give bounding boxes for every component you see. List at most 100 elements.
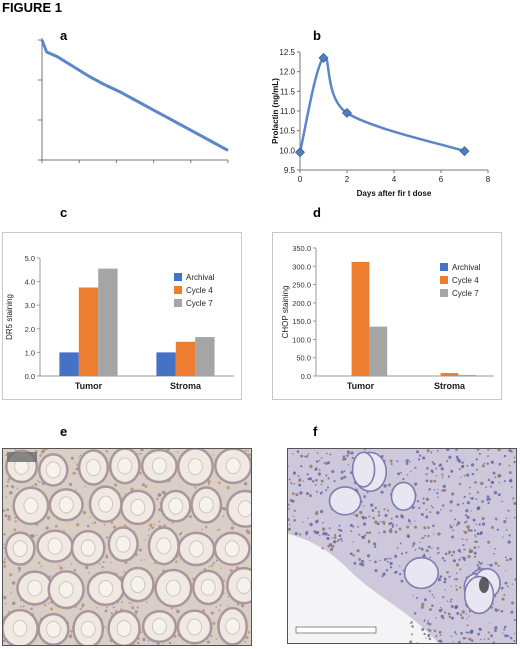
micrograph-f-nucleus xyxy=(383,484,387,488)
micrograph-f-nucleus xyxy=(507,509,510,512)
micrograph-e-crypt-lumen xyxy=(198,496,214,514)
micrograph-f-nucleus xyxy=(339,537,343,541)
micrograph-f-nucleus xyxy=(440,614,444,618)
micrograph-f-nucleus xyxy=(487,631,490,634)
micrograph-f-nucleus xyxy=(410,633,413,636)
micrograph-f-scale-bar xyxy=(295,626,377,634)
micrograph-e-speck xyxy=(75,488,77,490)
chart-c-bar-archival-tumor xyxy=(59,352,79,376)
micrograph-f-nucleus xyxy=(470,639,474,642)
micrograph-f-nucleus xyxy=(331,470,335,474)
micrograph-f-nucleus xyxy=(500,609,504,613)
micrograph-e-speck xyxy=(5,496,8,498)
micrograph-e-speck xyxy=(6,484,9,488)
chart-d-category-label: Tumor xyxy=(347,381,375,391)
micrograph-e-speck xyxy=(74,472,77,474)
micrograph-f-nucleus xyxy=(294,532,298,536)
chart-d-y-tick-label: 300.0 xyxy=(292,262,311,271)
micrograph-f-nucleus xyxy=(370,503,374,507)
chart-b-axes: 9.5 10.0 10.5 11.0 11.5 12.0 12.5 0 2 4 6 8 Days aft… xyxy=(271,48,491,198)
micrograph-f-nucleus xyxy=(481,522,486,526)
micrograph-f-nucleus xyxy=(470,629,474,634)
micrograph-e-speck xyxy=(176,451,179,453)
micrograph-f-nucleus xyxy=(436,496,439,499)
chart-d-y-axis-label: CHOP staining xyxy=(281,286,290,339)
micrograph-f-nucleus xyxy=(475,498,478,501)
chart-c-bar-cycle-7-stroma xyxy=(195,337,215,376)
micrograph-f-nucleus xyxy=(349,552,353,556)
micrograph-f-nucleus xyxy=(390,462,393,465)
micrograph-f-nucleus xyxy=(417,458,421,461)
micrograph-e-crypt-lumen xyxy=(58,581,74,599)
micrograph-e-speck xyxy=(140,559,142,561)
micrograph-e-speck xyxy=(161,490,165,494)
micrograph-f-nucleus xyxy=(408,519,411,523)
panel-letter-c: c xyxy=(60,205,68,220)
micrograph-f-nucleus xyxy=(411,545,415,548)
micrograph-f-nucleus xyxy=(455,524,458,527)
chart-c-y-axis-label: DR5 staining xyxy=(5,294,14,340)
micrograph-f-nucleus xyxy=(381,575,384,578)
chart-c-y-tick-label: 1.0 xyxy=(25,348,35,357)
micrograph-f-nucleus xyxy=(490,460,494,464)
micrograph-f-dark-spot xyxy=(479,577,489,593)
chart-c-y-tick-label: 5.0 xyxy=(25,254,35,263)
micrograph-f-nucleus xyxy=(468,637,472,641)
micrograph-f-nucleus xyxy=(321,491,323,493)
micrograph-f-nucleus xyxy=(487,563,489,566)
micrograph-f-nucleus xyxy=(427,526,430,529)
micrograph-e-speck xyxy=(19,605,22,608)
micrograph-f-nucleus xyxy=(455,577,458,581)
micrograph-f-nucleus xyxy=(452,641,455,643)
micrograph-f-nucleus xyxy=(411,506,415,510)
micrograph-f-nucleus xyxy=(288,518,290,522)
micrograph-f-nucleus xyxy=(490,634,494,638)
micrograph-f-nucleus xyxy=(426,622,430,625)
micrograph-f-nucleus xyxy=(326,537,329,540)
micrograph-f-nucleus xyxy=(368,531,372,535)
micrograph-f-nucleus xyxy=(448,615,451,619)
micrograph-f-nucleus xyxy=(454,518,457,521)
micrograph-f-nucleus xyxy=(494,561,498,565)
chart-c-legend-label-2: Cycle 7 xyxy=(186,299,213,308)
micrograph-e-speck xyxy=(194,486,197,489)
micrograph-f-nucleus xyxy=(426,449,430,453)
micrograph-f-nucleus xyxy=(475,468,478,471)
micrograph-f-nucleus xyxy=(508,534,511,537)
micrograph-f-nucleus xyxy=(298,478,302,482)
micrograph-f-nucleus xyxy=(478,523,481,526)
micrograph-f-nucleus xyxy=(464,530,468,534)
micrograph-e-scale-label-box xyxy=(7,452,37,462)
micrograph-f-nucleus xyxy=(429,556,432,559)
micrograph-f-nucleus xyxy=(427,545,431,549)
micrograph-f-nucleus xyxy=(325,489,328,492)
micrograph-f-nucleus xyxy=(362,522,367,526)
micrograph-e-speck xyxy=(218,481,221,485)
micrograph-f-nucleus xyxy=(300,454,304,458)
micrograph-f-nucleus xyxy=(459,586,462,589)
micrograph-e-speck xyxy=(18,570,21,573)
micrograph-e-crypt-lumen xyxy=(151,617,167,635)
chart-c-bar-cycle-7-tumor xyxy=(98,268,118,376)
micrograph-f-nucleus xyxy=(436,547,440,550)
micrograph-f-nucleus xyxy=(479,562,482,565)
micrograph-e-crypt-lumen xyxy=(237,500,251,518)
micrograph-e-speck xyxy=(98,563,101,565)
micrograph-f-nucleus xyxy=(307,453,310,456)
micrograph-f-nucleus xyxy=(423,619,426,621)
micrograph-e-speck xyxy=(240,603,245,608)
micrograph-f-nucleus xyxy=(443,577,447,581)
micrograph-f-nucleus xyxy=(424,534,426,537)
micrograph-f-nucleus xyxy=(455,449,458,451)
micrograph-f-nucleus xyxy=(309,537,311,539)
micrograph-f-nucleus xyxy=(437,489,439,491)
micrograph-f-nucleus xyxy=(478,452,481,455)
chart-b-x-tick-label: 0 xyxy=(298,175,303,184)
micrograph-e-speck xyxy=(81,603,85,607)
micrograph-f-nucleus xyxy=(475,540,478,544)
micrograph-f-nucleus xyxy=(455,585,457,587)
chart-c-y-tick-label: 3.0 xyxy=(25,301,35,310)
micrograph-e-speck xyxy=(3,543,5,546)
chart-b-y-tick-label: 9.5 xyxy=(284,166,296,175)
panel-letter-e: e xyxy=(60,424,68,439)
